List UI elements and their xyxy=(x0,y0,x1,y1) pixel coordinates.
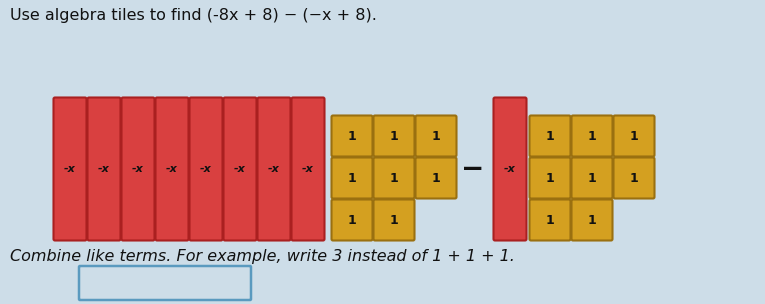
FancyBboxPatch shape xyxy=(415,157,457,199)
Text: 1: 1 xyxy=(545,130,555,143)
Text: 1: 1 xyxy=(630,171,638,185)
Text: Use algebra tiles to find (-8x + 8) − (−x + 8).: Use algebra tiles to find (-8x + 8) − (−… xyxy=(10,8,377,23)
FancyBboxPatch shape xyxy=(373,157,415,199)
Text: -x: -x xyxy=(166,164,178,174)
Text: 1: 1 xyxy=(347,130,356,143)
Text: 1: 1 xyxy=(431,130,441,143)
FancyBboxPatch shape xyxy=(373,199,415,240)
FancyBboxPatch shape xyxy=(223,98,256,240)
Text: -x: -x xyxy=(132,164,144,174)
Text: 1: 1 xyxy=(588,130,597,143)
Text: 1: 1 xyxy=(389,171,399,185)
Text: -x: -x xyxy=(64,164,76,174)
FancyBboxPatch shape xyxy=(415,116,457,157)
FancyBboxPatch shape xyxy=(331,116,373,157)
Text: 1: 1 xyxy=(347,213,356,226)
Text: 1: 1 xyxy=(431,171,441,185)
FancyBboxPatch shape xyxy=(529,116,571,157)
FancyBboxPatch shape xyxy=(571,199,613,240)
Text: -x: -x xyxy=(200,164,212,174)
Text: -x: -x xyxy=(98,164,110,174)
FancyBboxPatch shape xyxy=(258,98,291,240)
FancyBboxPatch shape xyxy=(87,98,121,240)
FancyBboxPatch shape xyxy=(331,157,373,199)
FancyBboxPatch shape xyxy=(331,199,373,240)
FancyBboxPatch shape xyxy=(291,98,324,240)
FancyBboxPatch shape xyxy=(54,98,86,240)
FancyBboxPatch shape xyxy=(571,116,613,157)
FancyBboxPatch shape xyxy=(529,157,571,199)
FancyBboxPatch shape xyxy=(373,116,415,157)
Text: 1: 1 xyxy=(630,130,638,143)
Text: 1: 1 xyxy=(545,171,555,185)
Text: Combine like terms. For example, write 3 instead of 1 + 1 + 1.: Combine like terms. For example, write 3… xyxy=(10,249,515,264)
FancyBboxPatch shape xyxy=(529,199,571,240)
FancyBboxPatch shape xyxy=(493,98,526,240)
FancyBboxPatch shape xyxy=(571,157,613,199)
Text: −: − xyxy=(461,155,484,183)
FancyBboxPatch shape xyxy=(190,98,223,240)
FancyBboxPatch shape xyxy=(122,98,155,240)
Text: -x: -x xyxy=(302,164,314,174)
Text: 1: 1 xyxy=(389,213,399,226)
FancyBboxPatch shape xyxy=(614,157,655,199)
Text: -x: -x xyxy=(504,164,516,174)
FancyBboxPatch shape xyxy=(155,98,188,240)
Text: 1: 1 xyxy=(588,171,597,185)
Text: 1: 1 xyxy=(389,130,399,143)
Text: -x: -x xyxy=(234,164,246,174)
Text: 1: 1 xyxy=(545,213,555,226)
FancyBboxPatch shape xyxy=(614,116,655,157)
Text: 1: 1 xyxy=(347,171,356,185)
FancyBboxPatch shape xyxy=(79,266,251,300)
Text: -x: -x xyxy=(268,164,280,174)
Text: 1: 1 xyxy=(588,213,597,226)
